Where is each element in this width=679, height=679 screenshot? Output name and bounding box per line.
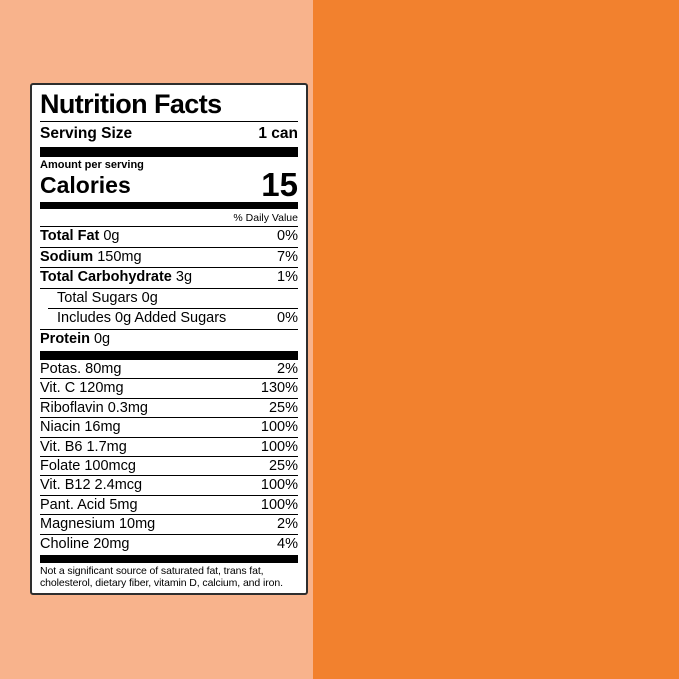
vitamin-name: Folate 100mcg (40, 458, 136, 475)
vitamin-dv: 100% (260, 438, 298, 455)
vitamin-row: Choline 20mg 4% (40, 533, 298, 553)
vitamin-dv: 2% (277, 516, 298, 533)
vitamin-name: Vit. B6 1.7mg (40, 438, 127, 455)
nutrient-row: Protein 0g (40, 328, 298, 350)
vitamin-row: Folate 100mcg 25% (40, 456, 298, 475)
label-title: Nutrition Facts (40, 89, 222, 119)
thick-divider (40, 555, 298, 564)
daily-value-header: % Daily Value (233, 212, 298, 224)
vitamin-row: Vit. C 120mg 130% (40, 378, 298, 397)
nutrient-amount: Total Sugars 0g (57, 289, 158, 306)
calories-row: Calories 15 (40, 166, 298, 203)
nutrient-row: Total Sugars 0g (40, 287, 298, 309)
nutrient-dv: 0% (277, 310, 298, 326)
nutrient-row: Sodium 150mg 7% (40, 246, 298, 268)
nutrient-dv: 7% (277, 248, 298, 265)
vitamin-row: Pant. Acid 5mg 100% (40, 494, 298, 514)
nutrient-name: Total Fat (40, 228, 100, 244)
vitamin-row: Niacin 16mg 100% (40, 417, 298, 436)
vitamin-name: Choline 20mg (40, 535, 130, 552)
calories-value: 15 (261, 166, 298, 203)
nutrient-row: Total Fat 0g 0% (40, 226, 298, 247)
vitamin-name: Vit. C 120mg (40, 380, 124, 397)
calories-label: Calories (40, 172, 131, 198)
vitamin-dv: 100% (260, 496, 298, 513)
vitamin-row: Riboflavin 0.3mg 25% (40, 397, 298, 417)
vitamin-dv: 25% (268, 458, 298, 475)
vitamin-dv: 25% (268, 399, 298, 416)
vitamin-dv: 4% (277, 535, 298, 552)
nutrition-facts-label: Nutrition Facts Serving Size 1 can Amoun… (30, 83, 308, 595)
vitamin-dv: 2% (277, 361, 298, 377)
nutrient-amount: Includes 0g Added Sugars (57, 310, 227, 326)
serving-size-value: 1 can (258, 125, 298, 142)
amount-per-serving-label: Amount per serving (40, 159, 144, 171)
vitamin-dv: 100% (260, 477, 298, 494)
label-footnote: Not a significant source of saturated fa… (40, 565, 283, 589)
thick-divider (40, 147, 298, 157)
nutrient-amount: 0g (99, 228, 120, 244)
vitamin-name: Vit. B12 2.4mcg (40, 477, 143, 494)
serving-size-label: Serving Size (40, 125, 133, 142)
vitamin-name: Riboflavin 0.3mg (40, 399, 148, 416)
vitamin-dv: 100% (260, 419, 298, 436)
vitamin-row: Magnesium 10mg 2% (40, 514, 298, 533)
nutrient-row: Total Carbohydrate 3g 1% (40, 267, 298, 288)
nutrient-name: Total Carbohydrate (40, 269, 172, 285)
nutrient-dv: 0% (277, 228, 298, 244)
nutrient-name: Protein (40, 330, 90, 347)
thick-divider (40, 202, 298, 209)
divider (40, 121, 298, 122)
vitamin-name: Potas. 80mg (40, 361, 122, 377)
nutrient-amount: 150mg (93, 248, 142, 265)
nutrient-row: Includes 0g Added Sugars 0% (48, 308, 298, 329)
right-panel: SUGAR FREE (313, 0, 679, 679)
nutrient-name: Sodium (40, 248, 94, 265)
vitamin-row: Vit. B6 1.7mg 100% (40, 436, 298, 456)
thick-divider (40, 351, 298, 360)
nutrient-dv: 1% (277, 269, 298, 285)
vitamin-row: Vit. B12 2.4mcg 100% (40, 475, 298, 494)
vitamin-name: Magnesium 10mg (40, 516, 156, 533)
vitamin-dv: 130% (260, 380, 298, 397)
nutrient-amount: 0g (89, 330, 111, 347)
serving-size-row: Serving Size 1 can (40, 123, 298, 144)
vitamin-name: Niacin 16mg (40, 419, 121, 436)
vitamin-row: Potas. 80mg 2% (40, 360, 298, 378)
nutrient-amount: 3g (171, 269, 193, 285)
vitamin-name: Pant. Acid 5mg (40, 496, 138, 513)
left-panel: Nutrition Facts Serving Size 1 can Amoun… (0, 0, 313, 679)
